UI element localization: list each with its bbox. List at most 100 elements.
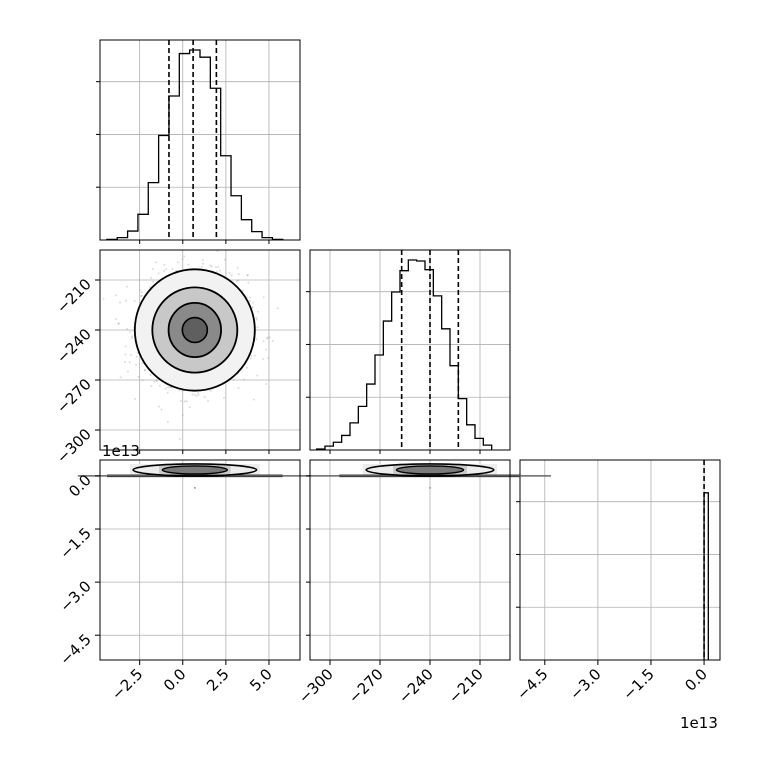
sample-point: [153, 380, 156, 383]
sample-point: [210, 265, 213, 268]
sample-point: [181, 414, 184, 417]
sample-point: [117, 322, 120, 325]
sample-point: [154, 261, 157, 264]
y-tick-label: −1.5: [56, 524, 94, 562]
sample-point: [124, 361, 127, 363]
sample-point: [271, 340, 274, 342]
sample-point: [141, 362, 144, 364]
sample-point: [131, 337, 134, 340]
sample-point: [131, 335, 134, 338]
x-tick-label: −270: [345, 665, 387, 707]
sample-point: [242, 289, 245, 292]
sample-point: [187, 263, 190, 266]
x-tick-label: −210: [445, 665, 487, 707]
panel-frame: [309, 249, 511, 451]
x-tick-label: −1.5: [619, 665, 657, 703]
sample-point: [252, 398, 255, 401]
sample-point: [157, 272, 160, 275]
contour: [395, 465, 465, 475]
sample-point: [185, 400, 188, 403]
sample-point: [201, 259, 204, 262]
sample-point: [256, 374, 259, 377]
y-tick-label: −4.5: [56, 630, 94, 668]
sample-point: [209, 389, 212, 392]
sample-point: [125, 299, 128, 302]
contour-level-1: [181, 316, 209, 344]
x-tick-label: 2.5: [203, 665, 233, 695]
sample-point: [257, 310, 260, 313]
x-tick-label: −3.0: [566, 665, 604, 703]
sample-point: [119, 376, 122, 379]
sample-point: [166, 421, 169, 423]
x-tick-label: −2.5: [108, 665, 146, 703]
sample-point: [193, 393, 196, 396]
sample-point: [247, 281, 250, 284]
sample-point: [156, 380, 158, 383]
sample-point: [148, 286, 151, 289]
sample-point: [166, 391, 169, 394]
sample-point: [268, 336, 271, 339]
sample-point: [217, 265, 220, 268]
sample-point: [202, 262, 205, 265]
sample-point: [209, 264, 212, 267]
sample-point: [249, 299, 252, 302]
sample-point: [262, 358, 265, 360]
sample-point: [126, 285, 128, 288]
sample-point: [246, 366, 249, 369]
sample-point: [141, 294, 143, 297]
sample-point: [117, 322, 120, 325]
sample-point: [250, 354, 253, 357]
sample-point: [243, 378, 245, 381]
sample-point: [166, 386, 169, 389]
x-tick-label: 5.0: [246, 665, 276, 695]
sample-point: [266, 337, 268, 340]
x-tick-label: −240: [395, 665, 437, 707]
sample-point: [262, 296, 265, 299]
sample-point: [255, 338, 258, 341]
sample-point: [126, 370, 129, 373]
sample-point: [201, 265, 203, 268]
y-offset-label: 1e13: [102, 442, 140, 460]
sample-point: [232, 379, 235, 381]
sample-point: [158, 405, 160, 408]
sample-point: [216, 250, 219, 253]
sample-point: [262, 340, 265, 343]
sample-point: [251, 306, 254, 309]
sample-point: [235, 280, 238, 283]
sample-point: [252, 301, 255, 304]
sample-point: [135, 355, 138, 358]
sample-point: [158, 384, 161, 387]
sample-point: [139, 289, 141, 292]
sample-point: [124, 345, 127, 348]
sample-point: [143, 369, 146, 372]
sample-point: [218, 269, 221, 272]
x-offset-label: 1e13: [680, 714, 718, 732]
panel-2-1: [309, 460, 551, 660]
sample-point: [237, 273, 240, 276]
sample-point: [246, 274, 249, 276]
sample-point: [237, 279, 240, 282]
x-tick-label: 0.0: [681, 665, 711, 695]
sample-point: [276, 307, 279, 310]
sample-point: [135, 363, 138, 366]
sample-point: [149, 276, 152, 279]
sample-point: [237, 387, 240, 390]
panel-1-0: [100, 250, 300, 450]
sample-point: [215, 266, 217, 269]
sample-point: [133, 300, 136, 302]
marginal-2: [516, 460, 720, 660]
panel-frame: [99, 459, 301, 661]
y-tick-label: −270: [53, 375, 95, 417]
sample-point: [197, 393, 200, 396]
sample-point: [256, 326, 259, 329]
sample-point: [163, 270, 165, 272]
sample-point: [165, 268, 168, 271]
histogram-step: [316, 259, 493, 450]
sample-point: [102, 297, 105, 300]
sample-point: [236, 266, 239, 269]
sample-point: [150, 385, 153, 388]
sample-point: [177, 261, 180, 264]
sample-point: [255, 316, 258, 319]
panel-2-0: [77, 460, 312, 660]
